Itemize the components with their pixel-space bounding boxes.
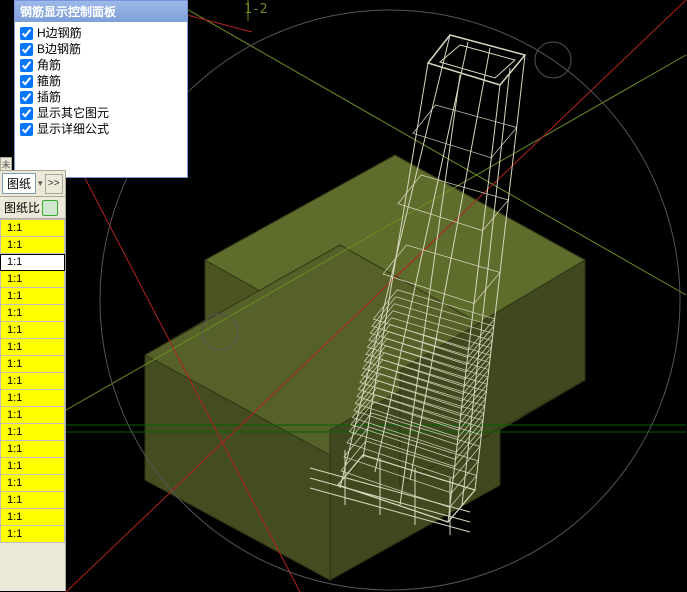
- ratio-cell[interactable]: 1:1: [0, 373, 65, 390]
- drawing-dropdown[interactable]: 图纸: [2, 173, 36, 194]
- check-item-5[interactable]: 显示其它图元: [20, 105, 182, 121]
- ratio-column: 1:11:11:11:11:11:11:11:11:11:11:11:11:11…: [0, 219, 65, 543]
- check-item-0[interactable]: H边钢筋: [20, 25, 182, 41]
- rebar-display-panel[interactable]: 钢筋显示控制面板 H边钢筋B边钢筋角筋箍筋插筋显示其它图元显示详细公式: [14, 0, 188, 178]
- check-label: 角筋: [37, 57, 61, 73]
- ratio-cell[interactable]: 1:1: [0, 509, 65, 526]
- axis-label: 1-2: [244, 3, 267, 16]
- ratio-cell[interactable]: 1:1: [0, 322, 65, 339]
- check-label: 箍筋: [37, 73, 61, 89]
- ratio-cell[interactable]: 1:1: [0, 305, 65, 322]
- check-label: 显示其它图元: [37, 105, 109, 121]
- checkbox[interactable]: [20, 107, 33, 120]
- check-label: B边钢筋: [37, 41, 81, 57]
- ratio-cell[interactable]: 1:1: [0, 237, 65, 254]
- dock-stub: 未: [0, 157, 12, 171]
- lock-icon[interactable]: [42, 200, 58, 216]
- check-item-2[interactable]: 角筋: [20, 57, 182, 73]
- check-label: 插筋: [37, 89, 61, 105]
- check-item-6[interactable]: 显示详细公式: [20, 121, 182, 137]
- ratio-cell[interactable]: 1:1: [0, 424, 65, 441]
- check-item-1[interactable]: B边钢筋: [20, 41, 182, 57]
- ratio-cell[interactable]: 1:1: [0, 441, 65, 458]
- ratio-cell[interactable]: 1:1: [0, 219, 65, 237]
- ratio-cell[interactable]: 1:1: [0, 254, 65, 271]
- ratio-cell[interactable]: 1:1: [0, 271, 65, 288]
- checkbox[interactable]: [20, 75, 33, 88]
- checkbox[interactable]: [20, 59, 33, 72]
- ratio-cell[interactable]: 1:1: [0, 288, 65, 305]
- strip-subhead: 图纸比: [0, 197, 65, 219]
- ratio-cell[interactable]: 1:1: [0, 339, 65, 356]
- checkbox[interactable]: [20, 91, 33, 104]
- check-item-3[interactable]: 箍筋: [20, 73, 182, 89]
- check-label: 显示详细公式: [37, 121, 109, 137]
- expand-button[interactable]: >>: [45, 174, 63, 194]
- ratio-cell[interactable]: 1:1: [0, 475, 65, 492]
- checkbox[interactable]: [20, 43, 33, 56]
- ratio-column-header: 图纸比: [4, 199, 40, 216]
- panel-title: 钢筋显示控制面板: [15, 1, 187, 22]
- ratio-cell[interactable]: 1:1: [0, 458, 65, 475]
- checkbox[interactable]: [20, 123, 33, 136]
- ratio-cell[interactable]: 1:1: [0, 492, 65, 509]
- check-label: H边钢筋: [37, 25, 82, 41]
- ratio-cell[interactable]: 1:1: [0, 356, 65, 373]
- checkbox[interactable]: [20, 27, 33, 40]
- ratio-cell[interactable]: 1:1: [0, 407, 65, 424]
- check-item-4[interactable]: 插筋: [20, 89, 182, 105]
- strip-head: 图纸 ▾ >>: [0, 171, 65, 197]
- left-dock-strip: 图纸 ▾ >> 图纸比 1:11:11:11:11:11:11:11:11:11…: [0, 170, 66, 591]
- ratio-cell[interactable]: 1:1: [0, 390, 65, 407]
- ratio-cell[interactable]: 1:1: [0, 526, 65, 543]
- dropdown-caret-icon: ▾: [38, 178, 43, 189]
- panel-body: H边钢筋B边钢筋角筋箍筋插筋显示其它图元显示详细公式: [15, 22, 187, 177]
